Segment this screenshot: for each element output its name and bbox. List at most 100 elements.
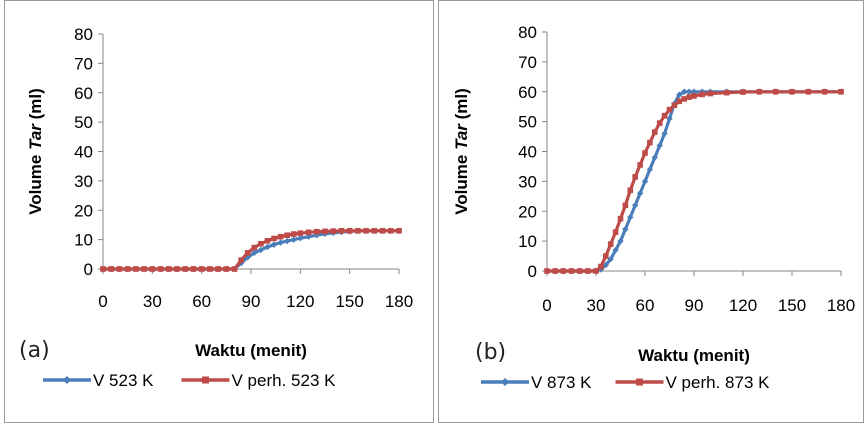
x-tick-label: 180 bbox=[827, 296, 855, 315]
y-tick-label: 0 bbox=[84, 260, 93, 279]
data-point-square bbox=[277, 233, 284, 240]
legend-entry-calculated: V perh. 873 K bbox=[615, 373, 771, 392]
y-tick-label: 30 bbox=[74, 172, 93, 191]
data-point-diamond bbox=[661, 130, 668, 137]
data-point-square bbox=[666, 106, 673, 113]
data-point-diamond bbox=[283, 237, 291, 245]
data-point-square bbox=[198, 266, 205, 272]
y-tick-label: 70 bbox=[518, 53, 537, 72]
legend-marker-diamond bbox=[501, 378, 509, 386]
y-axis-title: Volume Tar (ml) bbox=[26, 88, 45, 215]
chart-b-svg: 0 10 20 30 40 50 60 70 80 0 30 60 90 120 150 180 Waktu (… bbox=[452, 23, 855, 392]
data-point-square bbox=[371, 228, 378, 234]
legend-label: V 873 K bbox=[531, 373, 592, 392]
data-point-square bbox=[207, 266, 213, 272]
panel-label: (b) bbox=[475, 340, 506, 365]
data-point-square bbox=[305, 229, 312, 236]
data-point-square bbox=[258, 240, 264, 247]
x-tick-label: 120 bbox=[286, 292, 314, 311]
data-point-square bbox=[313, 228, 320, 235]
data-point-square bbox=[190, 266, 197, 272]
data-point-diamond bbox=[666, 115, 673, 122]
data-point-square bbox=[691, 93, 697, 99]
data-point-square bbox=[346, 228, 353, 234]
data-point-square bbox=[100, 266, 106, 272]
chart-panel-a: 0 10 20 30 40 50 60 70 80 0 30 60 90 120 150 180 Waktu (… bbox=[4, 0, 434, 423]
data-point-square bbox=[612, 229, 619, 235]
x-tick-label: 90 bbox=[242, 292, 261, 311]
x-axis-title: Waktu (menit) bbox=[638, 346, 750, 365]
series-line-measured-b bbox=[547, 90, 841, 273]
y-tick-label: 60 bbox=[74, 84, 93, 103]
legend-entry-calculated: V perh. 523 K bbox=[181, 371, 337, 390]
data-point-square bbox=[264, 238, 271, 244]
data-point-diamond bbox=[617, 237, 624, 245]
data-point-square bbox=[661, 112, 668, 119]
x-tick-label: 180 bbox=[385, 292, 413, 311]
data-point-square bbox=[363, 228, 369, 234]
data-point-diamond bbox=[277, 239, 284, 246]
data-point-square bbox=[182, 266, 189, 272]
data-point-square bbox=[338, 228, 345, 234]
data-point-square bbox=[622, 202, 629, 209]
data-point-square bbox=[544, 268, 550, 274]
data-point-square bbox=[681, 96, 687, 102]
data-point-square bbox=[560, 268, 567, 274]
x-tick-label: 120 bbox=[729, 296, 757, 315]
data-point-square bbox=[805, 88, 812, 95]
data-point-square bbox=[838, 88, 844, 95]
data-point-diamond bbox=[264, 243, 271, 251]
data-point-square bbox=[379, 228, 386, 234]
panel-label: (a) bbox=[19, 338, 50, 363]
legend-marker-diamond bbox=[63, 376, 71, 384]
chart-a-svg: 0 10 20 30 40 50 60 70 80 0 30 60 90 120 150 180 Waktu (… bbox=[19, 25, 413, 390]
data-point-square bbox=[387, 228, 394, 234]
x-tick-label: 30 bbox=[143, 292, 162, 311]
data-point-square bbox=[821, 88, 828, 95]
data-point-diamond bbox=[290, 236, 297, 243]
data-point-square bbox=[355, 228, 361, 234]
data-point-square bbox=[124, 266, 131, 272]
y-tick-label: 70 bbox=[74, 54, 93, 73]
y-tick-label: 30 bbox=[518, 172, 537, 191]
data-point-square bbox=[116, 266, 123, 272]
data-point-diamond bbox=[622, 225, 629, 233]
y-tick-label: 50 bbox=[74, 113, 93, 132]
data-point-square bbox=[174, 266, 180, 272]
data-point-diamond bbox=[297, 234, 304, 242]
data-point-square bbox=[330, 228, 337, 234]
data-point-diamond bbox=[270, 241, 278, 248]
data-point-square bbox=[568, 268, 575, 274]
series-line-calculated-a bbox=[103, 229, 399, 271]
data-point-square bbox=[627, 187, 634, 194]
data-point-square bbox=[165, 266, 172, 272]
data-point-square bbox=[141, 266, 147, 272]
data-point-square bbox=[647, 139, 653, 146]
y-tick-label: 20 bbox=[74, 201, 93, 220]
data-point-diamond bbox=[646, 166, 654, 173]
data-point-square bbox=[244, 250, 251, 256]
y-tick-label: 40 bbox=[518, 143, 537, 162]
y-tick-label: 10 bbox=[518, 232, 537, 251]
data-point-square bbox=[149, 266, 156, 272]
data-point-square bbox=[133, 266, 139, 272]
series-line-calculated-b bbox=[547, 90, 841, 273]
data-point-square bbox=[271, 235, 277, 242]
x-axis-title: Waktu (menit) bbox=[195, 341, 307, 360]
legend-label: V perh. 523 K bbox=[232, 371, 337, 390]
data-point-diamond bbox=[251, 249, 258, 257]
data-point-square bbox=[284, 232, 290, 239]
data-point-diamond bbox=[257, 246, 265, 254]
y-tick-label: 20 bbox=[518, 202, 537, 221]
chart-panel-b: 0 10 20 30 40 50 60 70 80 0 30 60 90 120 150 180 Waktu (… bbox=[438, 0, 864, 423]
data-point-square bbox=[637, 162, 643, 168]
data-point-square bbox=[607, 241, 614, 247]
data-point-square bbox=[108, 266, 115, 272]
legend-label: V perh. 873 K bbox=[666, 373, 771, 392]
data-point-square bbox=[652, 129, 658, 135]
data-point-square bbox=[699, 91, 705, 98]
data-point-square bbox=[157, 266, 164, 272]
data-point-square bbox=[642, 150, 648, 156]
data-point-diamond bbox=[636, 190, 644, 197]
data-point-square bbox=[676, 98, 683, 105]
